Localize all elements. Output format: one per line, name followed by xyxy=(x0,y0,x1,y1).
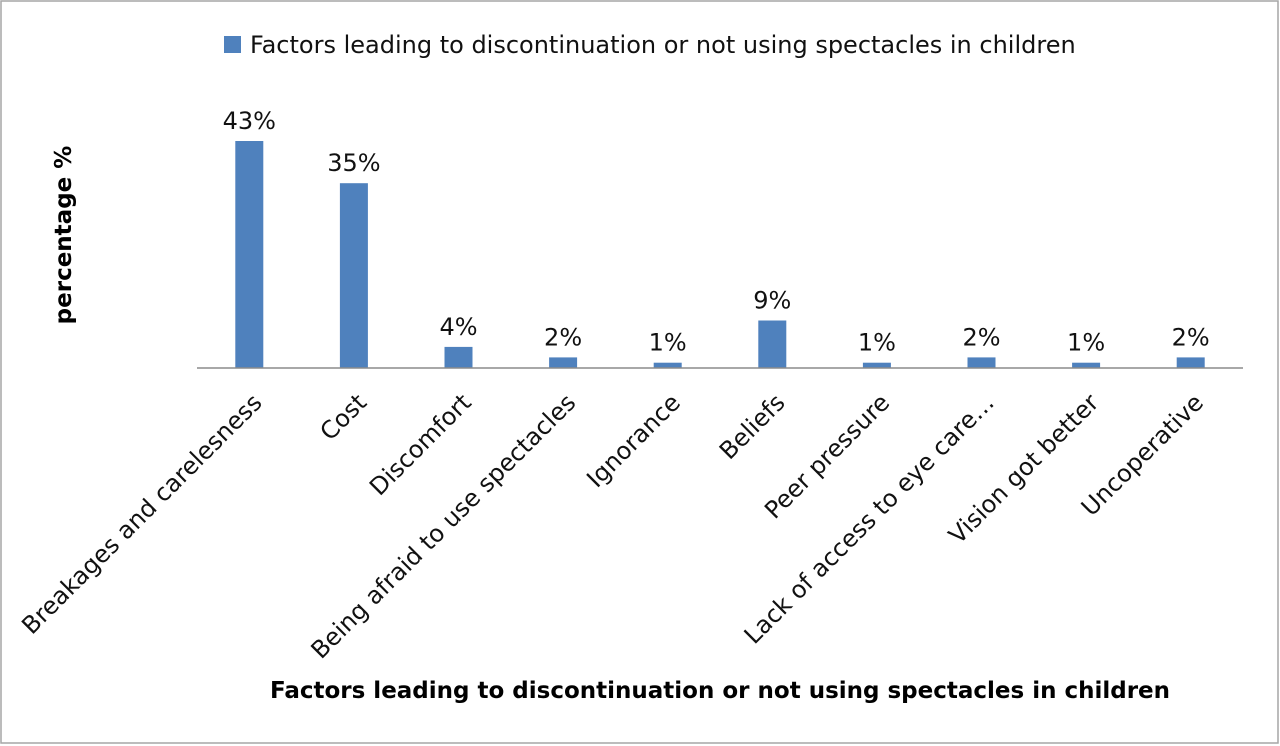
legend-swatch xyxy=(224,36,241,53)
legend: Factors leading to discontinuation or no… xyxy=(224,31,1076,59)
bar xyxy=(1072,362,1101,368)
value-labels-group: 43% 35% 4% 2% 1% 9% 1% 2% 1% 2% xyxy=(223,107,1210,357)
bar xyxy=(235,141,264,368)
data-label: 9% xyxy=(753,287,791,315)
bar xyxy=(653,362,682,368)
data-label: 2% xyxy=(544,323,582,351)
y-axis-title: percentage % xyxy=(51,146,77,325)
data-label: 2% xyxy=(1172,323,1210,351)
bar xyxy=(549,357,578,368)
bar xyxy=(862,362,891,368)
bar xyxy=(444,346,473,368)
data-label: 1% xyxy=(1067,329,1105,357)
bar xyxy=(339,183,368,368)
legend-entry: Factors leading to discontinuation or no… xyxy=(250,31,1076,59)
data-label: 2% xyxy=(962,323,1000,351)
data-label: 43% xyxy=(223,107,276,135)
bar xyxy=(758,320,787,368)
data-label: 1% xyxy=(858,329,896,357)
data-label: 4% xyxy=(439,313,477,341)
bar xyxy=(967,357,996,368)
data-label: 1% xyxy=(649,329,687,357)
data-label: 35% xyxy=(327,149,380,177)
bars-group xyxy=(235,141,1205,368)
x-axis-title: Factors leading to discontinuation or no… xyxy=(270,678,1170,704)
bar xyxy=(1176,357,1205,368)
